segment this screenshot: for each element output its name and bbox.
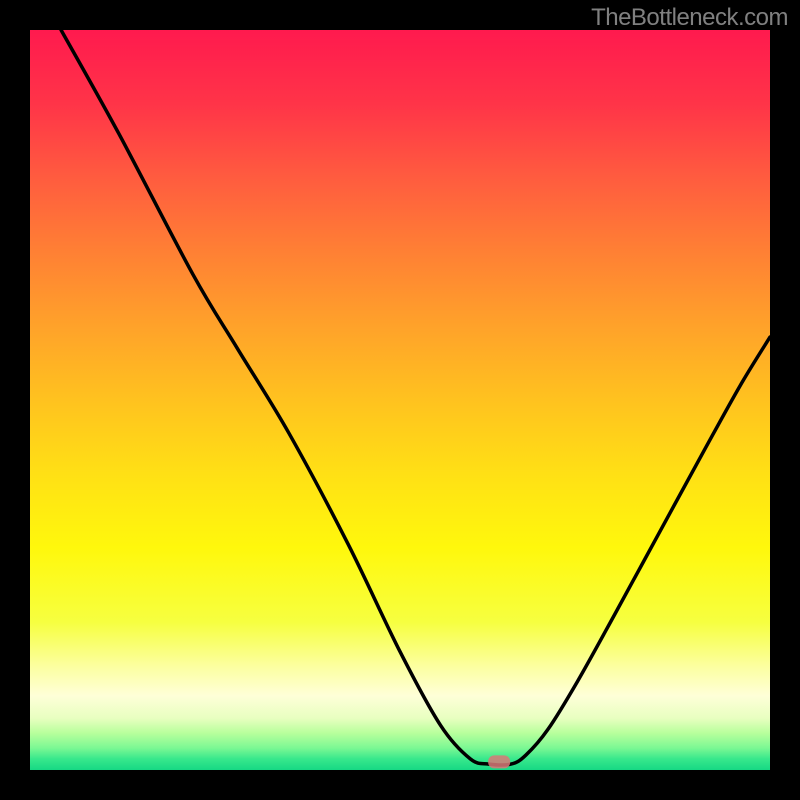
plot-area xyxy=(30,30,770,770)
chart-canvas: TheBottleneck.com xyxy=(0,0,800,800)
severity-gradient xyxy=(30,30,770,770)
watermark: TheBottleneck.com xyxy=(591,4,788,32)
